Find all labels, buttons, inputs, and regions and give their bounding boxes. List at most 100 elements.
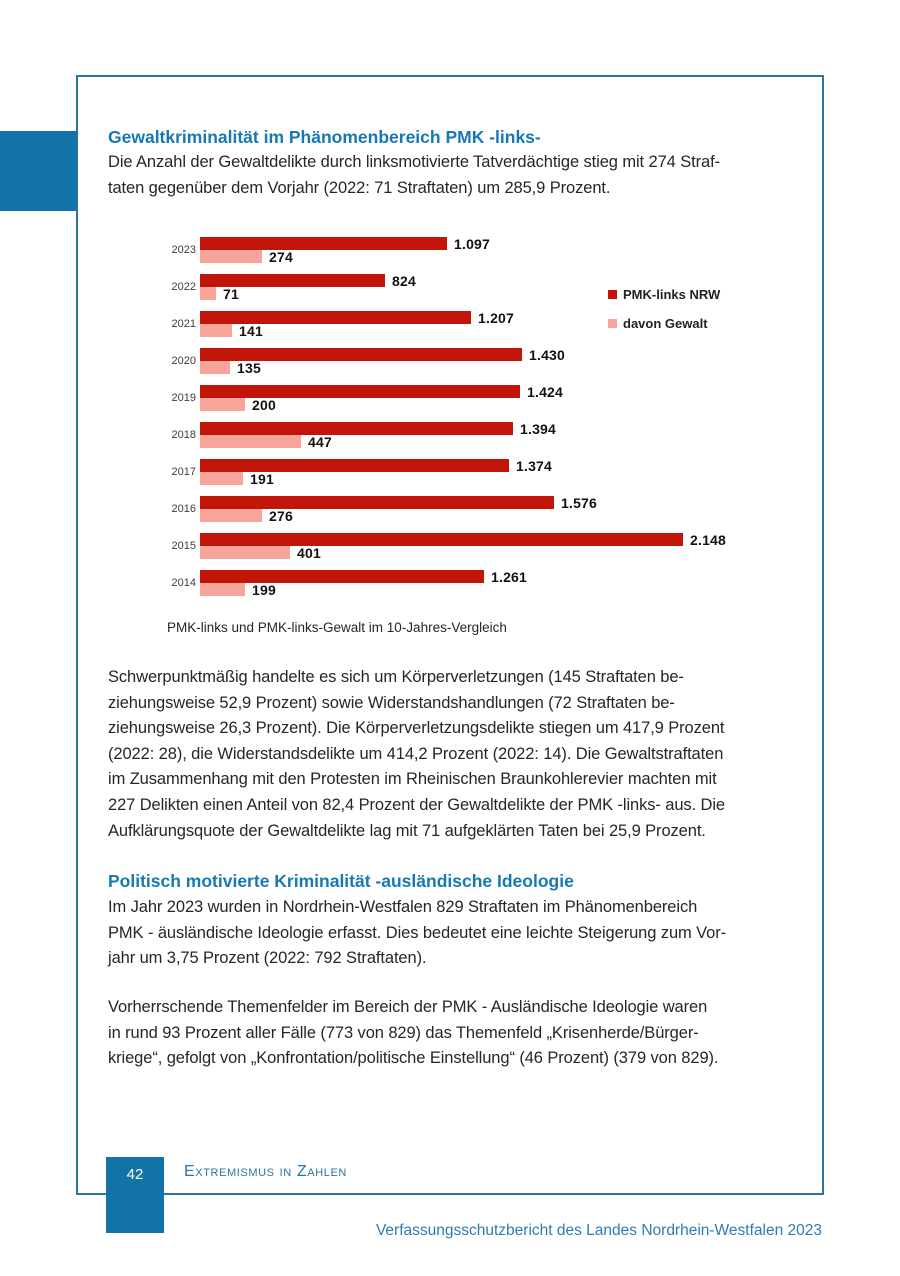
value-label: 1.207 [478,309,515,326]
chart-row: 2014 1.261 199 [150,568,726,598]
value-label: 401 [297,544,321,561]
bar-group: 1.576 276 [200,494,598,524]
bar-group: 1.394 447 [200,421,556,450]
section-heading-auslaendische-ideologie: Politisch motivierte Kriminalität -auslä… [108,871,574,891]
bar-total [200,237,447,250]
bar-group: 1.207 141 [200,309,515,339]
paragraph-themenfelder: Vorherrschende Themenfelder im Bereich d… [108,998,719,1068]
chart-row: 2021 1.207 141 [150,309,726,339]
bar-total [200,274,385,287]
bar-line: 447 [200,433,556,450]
year-label: 2021 [171,318,196,330]
bar-line: 1.430 [200,346,566,363]
year-label: 2019 [171,392,196,404]
value-label: 2.148 [690,531,727,548]
section-heading-pmk-links: Gewaltkriminalität im Phänomenbereich PM… [108,127,541,147]
bar-gewalt [200,250,262,263]
chart-row: 2020 1.430 135 [150,346,726,376]
bar-total [200,459,509,472]
bar-line: 276 [200,507,597,524]
chart-rows: 2023 1.097 274 2022 824 71 2021 1.207 141 2020 1.4… [150,236,727,607]
bar-line: 141 [200,322,514,339]
bar-line: 274 [200,249,490,265]
legend-label: davon Gewalt [623,316,708,331]
bar-group: 824 71 [200,272,416,302]
value-label: 1.576 [561,494,598,511]
legend-label: PMK-links NRW [623,287,721,302]
value-label: 71 [223,285,239,302]
year-label: 2014 [171,577,196,589]
value-label: 191 [250,470,274,487]
chart-caption: PMK-links und PMK-links-Gewalt im 10-Jah… [167,620,507,635]
year-label: 2016 [171,503,196,515]
bar-line: 71 [200,285,416,302]
legend-swatch-icon [608,290,617,299]
bar-total [200,311,471,324]
value-label: 1.424 [527,383,564,400]
value-label: 447 [308,433,332,450]
bar-gewalt [200,287,216,300]
bar-line: 1.374 [200,458,552,474]
bar-gewalt [200,472,243,485]
year-label: 2017 [171,466,196,478]
bar-total [200,496,554,509]
chart-row: 2015 2.148 401 [150,531,727,561]
value-label: 1.261 [491,568,528,585]
value-label: 276 [269,507,293,524]
bar-line: 401 [200,544,726,561]
chart-row: 2022 824 71 [150,272,726,302]
bar-line: 824 [200,272,416,289]
value-label: 141 [239,322,263,339]
bar-group: 2.148 401 [200,531,727,561]
legend-item: PMK-links NRW [608,287,720,302]
bar-line: 1.424 [200,383,564,400]
bar-line: 1.097 [200,236,490,252]
value-label: 824 [392,272,416,289]
year-label: 2015 [171,540,196,552]
bar-total [200,385,520,398]
chart-row: 2019 1.424 200 [150,383,726,413]
bar-group: 1.097 274 [200,236,490,265]
page-number: 42 [126,1166,144,1183]
chart-row: 2018 1.394 447 [150,421,726,450]
bar-group: 1.261 199 [200,568,528,598]
value-label: 135 [237,359,261,376]
chart-row: 2017 1.374 191 [150,458,726,487]
bar-line: 1.394 [200,421,556,437]
legend-swatch-icon [608,319,617,328]
bar-line: 1.261 [200,568,528,585]
bar-line: 199 [200,581,527,598]
year-label: 2023 [171,244,196,256]
bar-group: 1.374 191 [200,458,552,487]
chapter-side-tab [0,131,77,211]
bar-gewalt [200,324,232,337]
bar-total [200,422,513,435]
bar-group: 1.430 135 [200,346,566,376]
bar-line: 1.207 [200,309,515,326]
bar-total [200,570,484,583]
year-label: 2020 [171,355,196,367]
bar-line: 200 [200,396,563,413]
bar-line: 2.148 [200,531,727,548]
page-border-frame [76,75,824,1195]
bar-line: 1.576 [200,494,598,511]
bar-group: 1.424 200 [200,383,564,413]
year-label: 2022 [171,281,196,293]
legend-item: davon Gewalt [608,316,720,331]
paragraph-gewalt-details: Schwerpunktmäßig handelte es sich um Kör… [108,668,725,840]
bar-gewalt [200,583,245,596]
footer-section-title: Extremismus in Zahlen [184,1163,347,1180]
paragraph-pmk-links-intro: Die Anzahl der Gewaltdelikte durch links… [108,153,720,197]
value-label: 1.430 [529,346,566,363]
value-label: 199 [252,581,276,598]
bar-gewalt [200,361,230,374]
value-label: 200 [252,396,276,413]
chart-row: 2023 1.097 274 [150,236,726,265]
bar-total [200,533,683,546]
paragraph-pmk-ai-intro: Im Jahr 2023 wurden in Nordrhein-Westfal… [108,898,727,968]
chart-legend: PMK-links NRW davon Gewalt [608,287,720,345]
bar-line: 191 [200,470,552,487]
chart-row: 2016 1.576 276 [150,494,726,524]
bar-gewalt [200,398,245,411]
bar-total [200,348,522,361]
